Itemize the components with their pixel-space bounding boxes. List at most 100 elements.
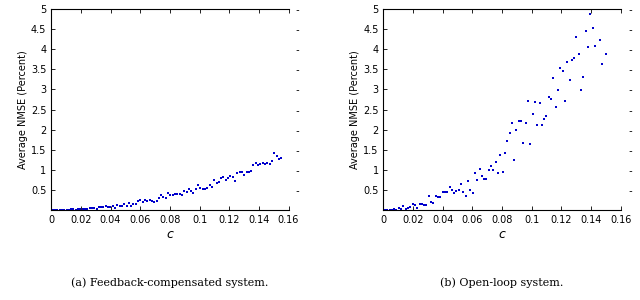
Point	[165, 193, 175, 198]
Point	[198, 186, 208, 191]
Point	[456, 182, 466, 187]
Point	[550, 104, 561, 109]
Point	[170, 192, 180, 197]
Point	[576, 87, 586, 92]
Point	[59, 207, 69, 212]
Point	[444, 185, 454, 190]
Point	[138, 200, 148, 204]
Point	[105, 205, 115, 210]
Point	[267, 159, 277, 164]
Point	[572, 34, 582, 39]
Point	[129, 202, 139, 206]
Point	[451, 188, 461, 193]
Point	[57, 208, 67, 212]
Point	[99, 205, 109, 210]
Point	[154, 195, 164, 200]
Point	[548, 76, 559, 80]
Point	[68, 207, 79, 212]
Point	[255, 162, 266, 167]
Point	[84, 206, 95, 211]
Point	[553, 87, 563, 92]
Point	[124, 201, 134, 206]
Point	[440, 190, 450, 195]
Point	[264, 162, 275, 167]
Point	[435, 195, 445, 200]
Point	[228, 175, 238, 180]
Point	[465, 187, 476, 192]
Point	[511, 127, 522, 132]
Point	[567, 58, 577, 62]
Point	[486, 164, 496, 169]
Point	[493, 171, 503, 176]
Point	[204, 183, 214, 188]
Point	[200, 186, 210, 191]
Point	[145, 197, 155, 202]
Point	[253, 163, 263, 167]
Point	[126, 203, 136, 208]
Point	[241, 170, 252, 175]
Point	[135, 198, 145, 203]
Point	[119, 201, 129, 206]
Point	[237, 170, 247, 175]
Point	[387, 208, 397, 212]
Point	[585, 12, 595, 16]
Point	[382, 208, 392, 212]
Point	[257, 160, 268, 165]
Point	[158, 195, 168, 200]
Point	[188, 191, 198, 196]
Point	[447, 187, 457, 192]
Point	[246, 168, 256, 173]
Point	[225, 173, 236, 178]
Point	[177, 193, 187, 198]
Point	[80, 206, 90, 211]
X-axis label: c: c	[499, 228, 506, 241]
Point	[449, 191, 460, 196]
Point	[66, 207, 76, 212]
Point	[410, 202, 420, 207]
Point	[211, 181, 221, 186]
Point	[172, 192, 182, 197]
Point	[149, 199, 159, 204]
Point	[92, 206, 102, 211]
Point	[458, 189, 468, 194]
Point	[131, 202, 141, 206]
Point	[271, 154, 282, 158]
Point	[161, 195, 171, 200]
Point	[156, 192, 166, 197]
Point	[216, 175, 227, 180]
Point	[461, 193, 471, 198]
Point	[431, 194, 441, 199]
Point	[467, 190, 477, 195]
Point	[474, 166, 484, 171]
Point	[583, 45, 593, 50]
Point	[191, 187, 201, 192]
Point	[488, 167, 499, 172]
Point	[481, 176, 492, 181]
Point	[394, 205, 404, 210]
Point	[546, 96, 556, 101]
Point	[163, 191, 173, 196]
Point	[479, 177, 490, 182]
Point	[195, 186, 205, 191]
Point	[122, 203, 132, 208]
Point	[514, 119, 524, 124]
Point	[193, 183, 203, 188]
Point	[557, 69, 568, 74]
Point	[93, 205, 104, 209]
Point	[415, 202, 425, 207]
Point	[239, 173, 250, 178]
Point	[260, 162, 270, 167]
Point	[405, 204, 415, 209]
Point	[579, 74, 589, 79]
Point	[472, 178, 483, 183]
Point	[604, 7, 614, 11]
Point	[530, 99, 540, 104]
Point	[168, 193, 178, 197]
Point	[47, 208, 58, 212]
Point	[525, 142, 536, 146]
Point	[602, 52, 612, 56]
Point	[417, 202, 427, 206]
Point	[442, 189, 452, 194]
Point	[70, 207, 81, 212]
Point	[590, 44, 600, 49]
